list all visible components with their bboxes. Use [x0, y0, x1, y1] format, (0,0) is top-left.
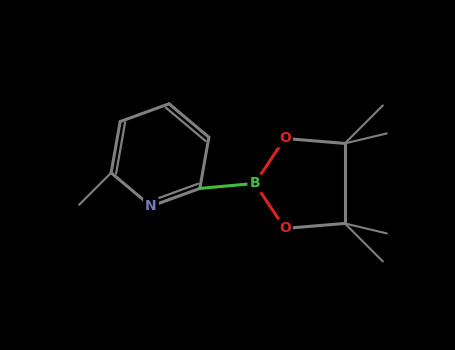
Text: O: O	[279, 131, 291, 145]
Text: B: B	[249, 176, 260, 190]
Text: O: O	[279, 222, 291, 236]
Text: N: N	[145, 199, 157, 213]
